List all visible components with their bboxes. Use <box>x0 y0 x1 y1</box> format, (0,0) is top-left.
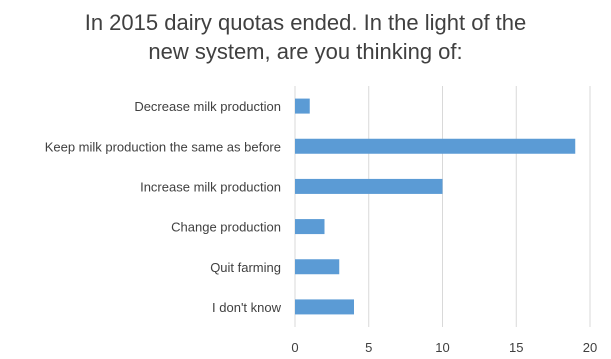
bar <box>295 219 325 235</box>
x-tick-label: 15 <box>509 340 523 355</box>
category-label: Increase milk production <box>140 179 281 194</box>
category-label: Decrease milk production <box>134 99 281 114</box>
bar <box>295 138 576 154</box>
bar <box>295 299 354 315</box>
category-label: I don't know <box>212 300 282 315</box>
category-label: Quit farming <box>210 260 281 275</box>
x-tick-label: 0 <box>291 340 298 355</box>
x-tick-label: 20 <box>583 340 597 355</box>
x-tick-label: 10 <box>435 340 449 355</box>
x-axis-tick-labels: 0 5 10 15 20 <box>291 340 597 355</box>
bars <box>295 98 576 315</box>
category-labels: Decrease milk production Keep milk produc… <box>45 99 282 315</box>
x-tick-label: 5 <box>365 340 372 355</box>
bar <box>295 98 310 114</box>
chart-title-line-2: new system, are you thinking of: <box>148 39 463 64</box>
bar <box>295 178 443 194</box>
category-label: Change production <box>171 220 281 235</box>
category-label: Keep milk production the same as before <box>45 139 281 154</box>
gridlines <box>294 86 591 327</box>
chart-title: In 2015 dairy quotas ended. In the light… <box>0 8 611 66</box>
chart-title-line-1: In 2015 dairy quotas ended. In the light… <box>84 10 527 35</box>
bar <box>295 259 340 275</box>
